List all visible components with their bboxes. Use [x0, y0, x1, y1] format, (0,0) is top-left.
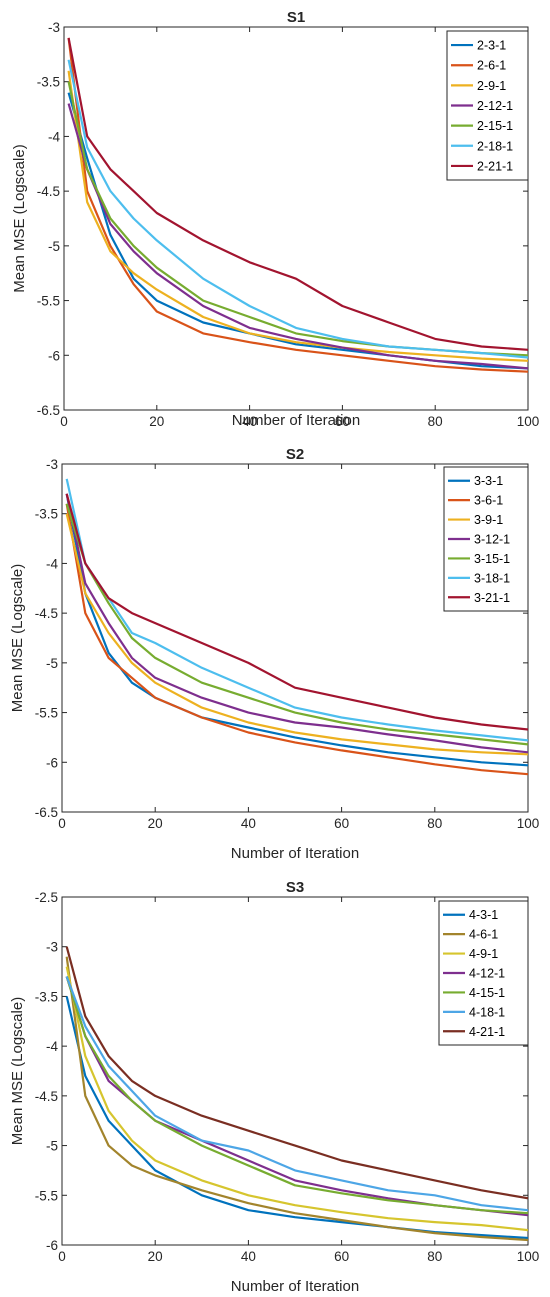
series-line-4-18-1 — [65, 976, 528, 1212]
legend-entry: 2-6-1 — [477, 59, 506, 73]
y-axis-label: Mean MSE (Logscale) — [9, 564, 26, 712]
y-tick-label: -5.5 — [35, 706, 58, 721]
x-tick-label: 20 — [148, 816, 163, 831]
series-line-4-15-1 — [65, 976, 528, 1215]
legend-entry: 4-3-1 — [469, 908, 498, 922]
chart-title: S1 — [287, 9, 305, 26]
y-tick-label: -3.5 — [37, 75, 60, 90]
y-tick-label: -3 — [48, 20, 60, 35]
series-line-2-12-1 — [67, 103, 528, 370]
chart-panel-2: 0 20 40 60 80 100 -3 -3.5 -4 -4.5 -5 -5.5 -6 -6.5 S2 Nu… — [9, 446, 539, 862]
x-tick-label: 80 — [428, 414, 443, 429]
x-axis-label: Number of Iteration — [231, 845, 359, 862]
series-line-2-18-1 — [67, 59, 528, 359]
series-line-2-9-1 — [67, 70, 528, 362]
x-tick-label: 100 — [517, 414, 540, 429]
x-tick-label: 60 — [334, 1249, 349, 1264]
series-line-3-3-1 — [65, 493, 528, 767]
y-tick-label: -4 — [46, 556, 58, 571]
y-axis-label: Mean MSE (Logscale) — [9, 997, 26, 1145]
legend-entry: 4-9-1 — [469, 947, 498, 961]
legend-entry: 2-18-1 — [477, 139, 513, 153]
y-tick-label: -6 — [48, 348, 60, 363]
series-line-3-9-1 — [65, 513, 528, 756]
legend-entry: 2-3-1 — [477, 39, 506, 53]
legend-entry: 2-21-1 — [477, 159, 513, 173]
series-line-3-15-1 — [65, 503, 528, 746]
legend-entry: 4-12-1 — [469, 967, 505, 981]
x-tick-label: 20 — [148, 1249, 163, 1264]
y-tick-label: -4 — [46, 1039, 58, 1054]
x-tick-label: 60 — [334, 816, 349, 831]
series-line-3-6-1 — [65, 503, 528, 776]
y-tick-label: -4.5 — [37, 184, 60, 199]
legend-entry: 3-6-1 — [474, 494, 503, 508]
legend-entry: 2-9-1 — [477, 79, 506, 93]
y-tick-label: -3 — [46, 940, 58, 955]
x-tick-label: 40 — [241, 816, 256, 831]
series-line-4-9-1 — [65, 966, 528, 1232]
y-tick-label: -6 — [46, 755, 58, 770]
legend-entry: 4-18-1 — [469, 1005, 505, 1019]
y-tick-label: -5 — [48, 239, 60, 254]
y-tick-label: -6 — [46, 1238, 58, 1253]
y-tick-label: -3.5 — [35, 989, 58, 1004]
x-axis-label: Number of Iteration — [231, 1278, 359, 1295]
y-tick-label: -4.5 — [35, 606, 58, 621]
x-tick-label: 40 — [241, 1249, 256, 1264]
y-tick-label: -4 — [48, 129, 60, 144]
legend-entry: 3-3-1 — [474, 474, 503, 488]
x-tick-label: 80 — [427, 816, 442, 831]
series-line-3-12-1 — [65, 493, 528, 754]
y-tick-label: -5 — [46, 1139, 58, 1154]
chart-panel-3: 0 20 40 60 80 100 -2.5 -3 -3.5 -4 -4.5 -5 -5.5 -6 S3 Nu… — [9, 879, 539, 1295]
x-tick-label: 100 — [517, 816, 540, 831]
y-tick-label: -6.5 — [35, 805, 58, 820]
series-line-3-21-1 — [65, 493, 528, 731]
legend-entry: 3-9-1 — [474, 513, 503, 527]
x-tick-label: 0 — [58, 816, 66, 831]
legend-entry: 4-21-1 — [469, 1025, 505, 1039]
y-tick-label: -4.5 — [35, 1089, 58, 1104]
legend-entry: 3-12-1 — [474, 533, 510, 547]
legend-entry: 3-15-1 — [474, 552, 510, 566]
series-line-4-6-1 — [65, 956, 528, 1242]
x-tick-label: 20 — [149, 414, 164, 429]
chart-panel-1: 0 20 40 60 80 100 -3 -3.5 -4 -4.5 -5 -5.5 -6 -6.5 S1 Nu… — [11, 9, 539, 429]
y-tick-label: -3 — [46, 457, 58, 472]
x-tick-label: 100 — [517, 1249, 540, 1264]
legend-entry: 4-6-1 — [469, 928, 498, 942]
x-tick-label: 80 — [427, 1249, 442, 1264]
y-tick-label: -6.5 — [37, 403, 60, 418]
legend-entry: 4-15-1 — [469, 986, 505, 1000]
y-tick-label: -5.5 — [35, 1188, 58, 1203]
y-tick-label: -5.5 — [37, 294, 60, 309]
series-line-2-21-1 — [67, 37, 528, 351]
x-tick-label: 0 — [58, 1249, 66, 1264]
x-axis-label: Number of Iteration — [232, 412, 360, 429]
x-tick-label: 40 — [242, 414, 257, 429]
x-tick-label: 0 — [60, 414, 68, 429]
series-line-4-21-1 — [65, 946, 528, 1200]
y-axis-label: Mean MSE (Logscale) — [11, 144, 28, 292]
y-tick-label: -2.5 — [35, 890, 58, 905]
legend-entry: 2-15-1 — [477, 119, 513, 133]
legend-entry: 3-18-1 — [474, 571, 510, 585]
legend-entry: 3-21-1 — [474, 591, 510, 605]
x-tick-label: 60 — [335, 414, 350, 429]
series-line-2-6-1 — [67, 37, 528, 373]
y-tick-label: -3.5 — [35, 507, 58, 522]
chart-title: S3 — [286, 879, 304, 896]
y-tick-label: -5 — [46, 656, 58, 671]
chart-title: S2 — [286, 446, 304, 463]
legend-entry: 2-12-1 — [477, 99, 513, 113]
